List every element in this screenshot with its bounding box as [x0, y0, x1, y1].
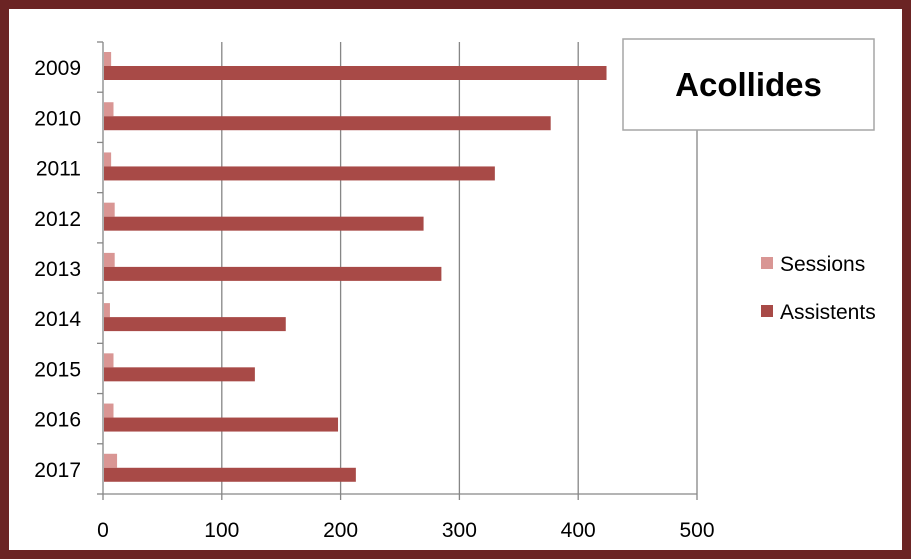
x-tick-label-500: 500	[679, 519, 714, 542]
y-tick-labels: 2009 2010 2011 2012 2013 2014 2015 2016 2017	[34, 57, 81, 482]
x-tick-label-200: 200	[323, 519, 358, 542]
bar-assistents-2015	[104, 367, 255, 382]
legend-item-assistents: Assistents	[761, 301, 876, 324]
y-tick-label-2015: 2015	[34, 358, 81, 381]
y-tick-label-2012: 2012	[34, 208, 81, 231]
y-tick-label-2014: 2014	[34, 308, 81, 331]
legend-label-sessions: Sessions	[780, 253, 865, 276]
x-tick-label-100: 100	[204, 519, 239, 542]
x-tick-label-300: 300	[442, 519, 477, 542]
bar-sessions-2016	[104, 403, 114, 418]
y-tick-label-2016: 2016	[34, 409, 81, 432]
bar-assistents-2012	[104, 216, 424, 231]
y-tick-label-2011: 2011	[36, 158, 81, 181]
bar-assistents-2016	[104, 417, 339, 432]
axes	[97, 41, 698, 500]
bar-assistents-2010	[104, 116, 551, 131]
legend-swatch-assistents	[761, 305, 773, 317]
bar-sessions-2012	[104, 202, 115, 217]
y-tick-label-2009: 2009	[34, 57, 81, 80]
bar-assistents-2014	[104, 317, 286, 332]
bar-sessions-2011	[104, 152, 112, 167]
x-tick-labels: 0 100 200 300 400 500	[97, 519, 714, 542]
bar-sessions-2009	[104, 52, 112, 66]
legend: Sessions Assistents	[761, 253, 876, 324]
bar-sessions-2015	[104, 353, 114, 368]
bar-sessions-2010	[104, 102, 114, 117]
title-box: Acollides	[622, 38, 875, 131]
y-tick-label-2013: 2013	[34, 258, 81, 281]
legend-item-sessions: Sessions	[761, 253, 865, 276]
legend-label-assistents: Assistents	[780, 301, 876, 324]
y-tick-label-2017: 2017	[34, 459, 81, 482]
x-tick-label-400: 400	[561, 519, 596, 542]
y-tick-label-2010: 2010	[34, 107, 81, 130]
legend-swatch-sessions	[761, 257, 773, 269]
bar-assistents-2017	[104, 467, 356, 482]
chart-title: Acollides	[675, 66, 822, 103]
bar-sessions-2013	[104, 252, 115, 267]
bar-assistents-2009	[104, 66, 607, 80]
bar-sessions-2017	[104, 453, 118, 468]
x-tick-label-0: 0	[97, 519, 109, 542]
bar-assistents-2013	[104, 266, 442, 281]
bar-assistents-2011	[104, 166, 495, 181]
bar-sessions-2014	[104, 303, 110, 318]
bars	[104, 52, 607, 482]
